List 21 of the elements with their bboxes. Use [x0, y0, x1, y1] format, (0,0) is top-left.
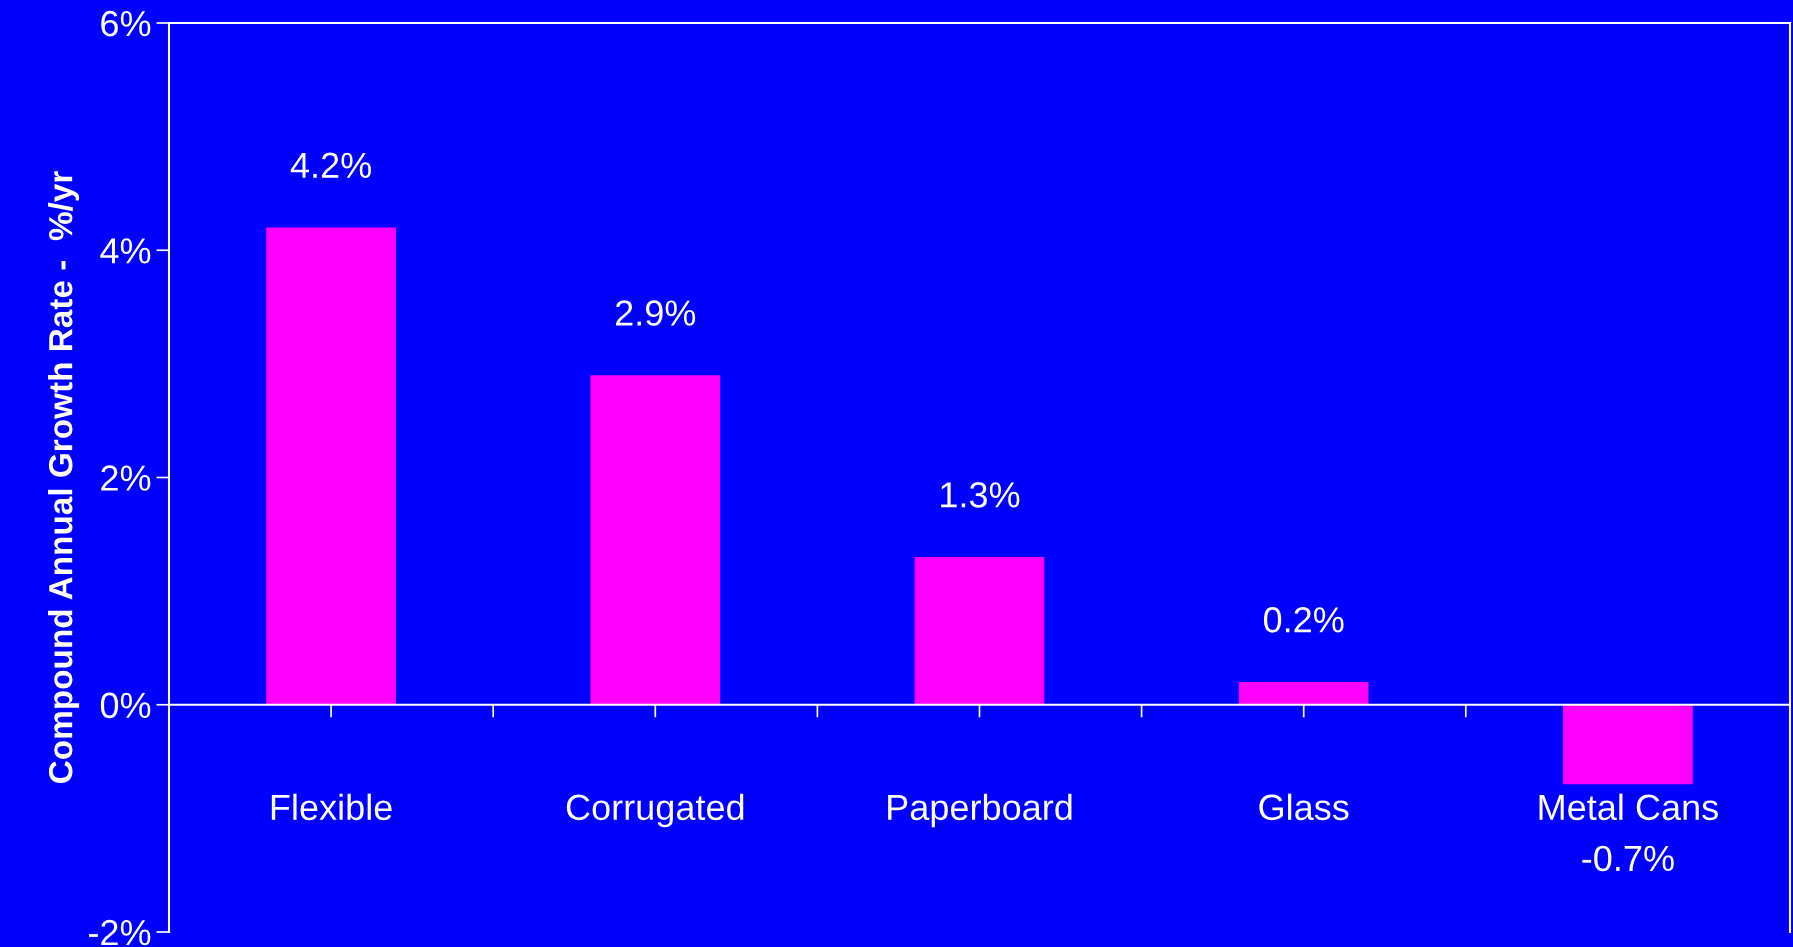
- bar: [590, 375, 721, 705]
- y-tick-label: -2%: [89, 919, 151, 946]
- data-label: 4.2%: [290, 152, 371, 178]
- x-tick-label: Metal Cans: [1539, 793, 1718, 821]
- bar: [1238, 682, 1369, 705]
- bar: [1563, 704, 1693, 785]
- x-tick-label: Flexible: [271, 793, 392, 821]
- data-label: 2.9%: [615, 300, 696, 326]
- y-tick-label: 6%: [101, 10, 151, 37]
- y-axis-title: Compound Annual Growth Rate - %/yr: [48, 171, 80, 783]
- data-label: 1.3%: [941, 482, 1020, 508]
- data-label: 0.2%: [1263, 607, 1344, 633]
- y-tick-label: 2%: [101, 465, 151, 491]
- y-tick-label: 4%: [100, 238, 151, 264]
- data-label: -0.7%: [1582, 845, 1674, 872]
- y-tick-label: 0%: [100, 692, 151, 719]
- x-tick-label: Glass: [1259, 793, 1349, 821]
- bar: [266, 227, 396, 705]
- x-tick-label: Corrugated: [566, 793, 744, 828]
- x-tick-label: Paperboard: [888, 793, 1072, 828]
- bar: [914, 557, 1045, 705]
